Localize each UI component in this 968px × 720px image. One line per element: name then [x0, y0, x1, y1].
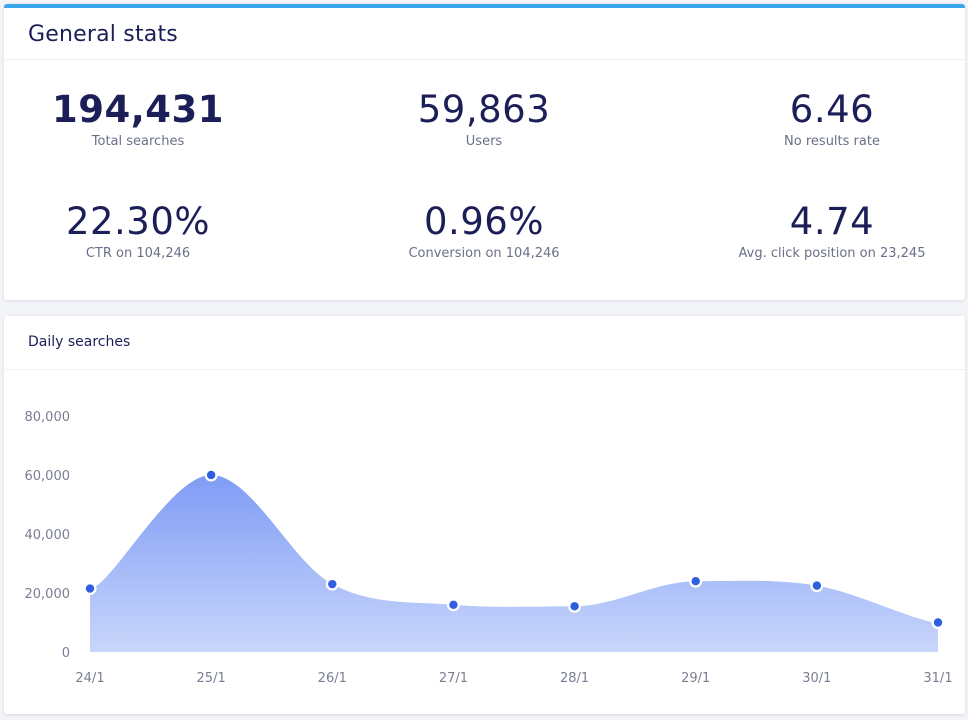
x-tick-label: 26/1	[318, 671, 347, 686]
stat-label: No results rate	[784, 134, 880, 149]
data-point-26-1[interactable]	[328, 579, 337, 589]
y-tick-label: 0	[62, 646, 70, 661]
stat-value: 4.74	[789, 200, 875, 243]
data-point-31-1[interactable]	[933, 618, 943, 627]
x-tick-label: 27/1	[439, 671, 468, 686]
data-point-24-1[interactable]	[85, 584, 95, 593]
x-tick-label: 30/1	[802, 671, 831, 686]
y-tick-label: 60,000	[25, 469, 71, 484]
x-tick-label: 24/1	[75, 671, 104, 686]
data-point-29-1[interactable]	[691, 577, 700, 586]
stat-value: 22.30%	[65, 200, 211, 243]
general-stats-card: General stats 194,431 Total searches 59,…	[4, 4, 965, 300]
y-tick-label: 40,000	[25, 528, 71, 543]
stat-label: CTR on 104,246	[85, 246, 191, 261]
x-tick-label: 28/1	[560, 671, 589, 686]
general-stats-title: General stats	[28, 22, 178, 47]
stat-conversion: 0.96% Conversion on 104,246	[334, 200, 634, 261]
daily-searches-header: Daily searches	[4, 316, 965, 370]
x-tick-label: 31/1	[923, 671, 952, 686]
daily-searches-card: Daily searches 0 20,000 40,000 60,000 80,000…	[4, 316, 965, 714]
x-tick-label: 29/1	[681, 671, 710, 686]
stat-avg-click-position: 4.74 Avg. click position on 23,245	[682, 200, 965, 261]
stat-no-results-rate: 6.46 No results rate	[682, 88, 965, 149]
stat-label: Avg. click position on 23,245	[738, 246, 926, 261]
stat-users: 59,863 Users	[334, 88, 634, 149]
stat-value: 0.96%	[423, 200, 545, 243]
daily-searches-title: Daily searches	[28, 334, 131, 350]
data-point-27-1[interactable]	[449, 600, 458, 609]
data-point-25-1[interactable]	[206, 470, 216, 480]
stat-label: Conversion on 104,246	[408, 246, 560, 261]
general-stats-header: General stats	[4, 8, 965, 60]
y-axis: 0 20,000 40,000 60,000 80,000	[25, 410, 71, 661]
stat-value: 194,431	[51, 88, 225, 131]
data-points	[83, 468, 945, 629]
y-tick-label: 80,000	[25, 410, 71, 425]
stat-value: 6.46	[789, 88, 875, 131]
stat-ctr: 22.30% CTR on 104,246	[4, 200, 288, 261]
stat-value: 59,863	[417, 88, 551, 131]
daily-searches-area	[90, 475, 938, 652]
stat-total-searches: 194,431 Total searches	[4, 88, 288, 149]
daily-searches-chart: 0 20,000 40,000 60,000 80,000 24/1 25/1 26/1 27…	[25, 410, 953, 686]
stat-label: Users	[465, 134, 503, 149]
data-point-28-1[interactable]	[570, 602, 579, 611]
x-axis: 24/1 25/1 26/1 27/1 28/1 29/1 30/1 31/1	[75, 671, 952, 686]
x-tick-label: 25/1	[197, 671, 226, 686]
stat-label: Total searches	[91, 134, 185, 149]
y-tick-label: 20,000	[25, 587, 71, 602]
data-point-30-1[interactable]	[812, 581, 822, 590]
